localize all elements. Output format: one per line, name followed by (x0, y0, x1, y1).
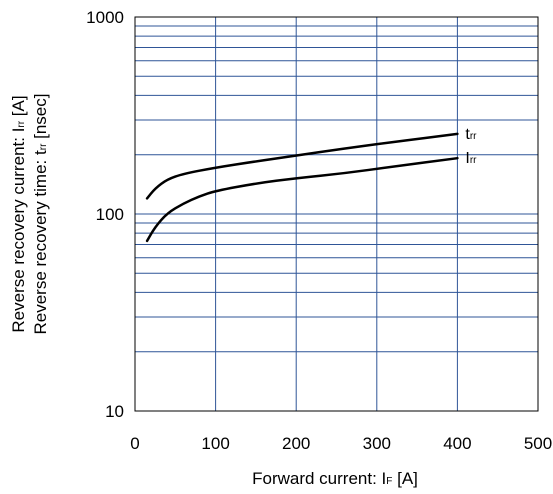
axis-ticks: 0 100 200 300 400 500 10 100 1000 (86, 8, 552, 453)
y-tick-label: 1000 (86, 8, 124, 27)
series-line-trr (145, 132, 459, 200)
x-tick-label: 400 (443, 434, 471, 453)
series-lines (145, 132, 459, 243)
series-label-trr: trr (465, 126, 477, 143)
x-tick-label: 300 (363, 434, 391, 453)
series-label-main: I (465, 150, 469, 167)
grid (135, 17, 538, 411)
y-axis-title-line1: Reverse recovery current: Irr [A] (9, 95, 28, 332)
x-tick-label: 100 (201, 434, 229, 453)
plot-frame (134, 16, 539, 412)
series-label-sub: rr (470, 131, 477, 142)
x-tick-label: 0 (130, 434, 139, 453)
y-tick-label: 10 (105, 402, 124, 421)
x-tick-label: 500 (524, 434, 552, 453)
series-label-Irr: Irr (465, 150, 477, 167)
series-line-Irr (145, 156, 459, 243)
y-axis-title-line2: Reverse recovery time: trr [nsec] (31, 94, 50, 335)
y-tick-label: 100 (96, 205, 124, 224)
x-tick-label: 200 (282, 434, 310, 453)
series-label-sub: rr (470, 155, 477, 166)
series-label-main: t (465, 126, 470, 143)
x-axis-title: Forward current: IF [A] (252, 469, 418, 488)
